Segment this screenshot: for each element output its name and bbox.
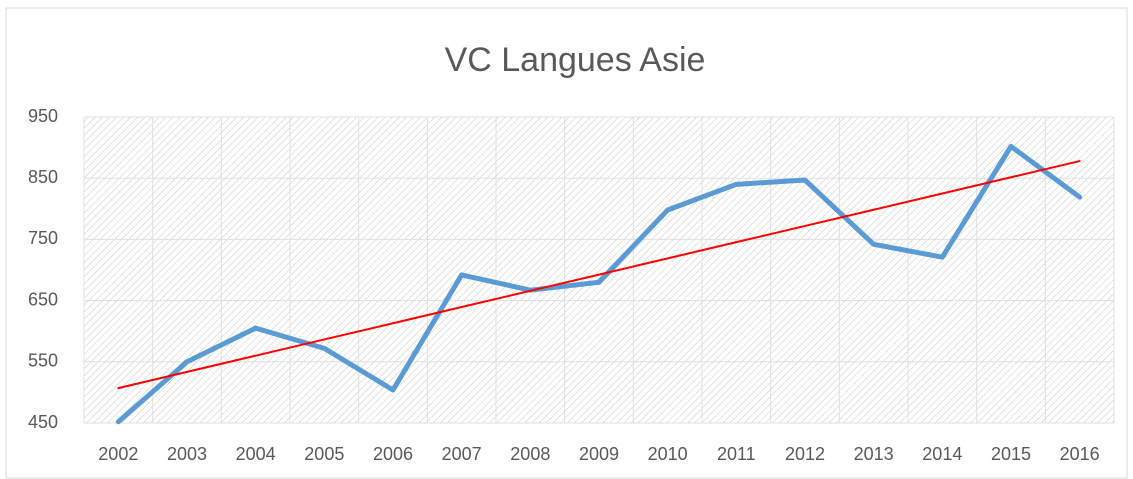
- chart-title: VC Langues Asie: [445, 41, 706, 79]
- x-tick-label: 2004: [236, 444, 276, 464]
- plot-area: [84, 117, 1114, 423]
- y-tick-label: 550: [28, 351, 58, 371]
- x-tick-label: 2012: [785, 444, 825, 464]
- x-tick-label: 2013: [854, 444, 894, 464]
- x-tick-label: 2014: [922, 444, 962, 464]
- x-tick-label: 2006: [373, 444, 413, 464]
- y-tick-label: 750: [28, 228, 58, 248]
- x-tick-label: 2002: [98, 444, 138, 464]
- trend-line: [117, 160, 1081, 390]
- x-tick-label: 2015: [991, 444, 1031, 464]
- data-line: [115, 143, 1083, 425]
- y-tick-label: 650: [28, 289, 58, 309]
- x-tick-label: 2008: [510, 444, 550, 464]
- y-tick-label: 450: [28, 412, 58, 432]
- x-tick-label: 2009: [579, 444, 619, 464]
- x-tick-label: 2003: [167, 444, 207, 464]
- x-tick-label: 2005: [304, 444, 344, 464]
- x-tick-label: 2016: [1060, 444, 1100, 464]
- x-tick-label: 2010: [648, 444, 688, 464]
- x-tick-label: 2011: [717, 444, 756, 464]
- y-tick-label: 950: [28, 106, 58, 126]
- y-tick-label: 850: [28, 167, 58, 187]
- x-tick-label: 2007: [442, 444, 482, 464]
